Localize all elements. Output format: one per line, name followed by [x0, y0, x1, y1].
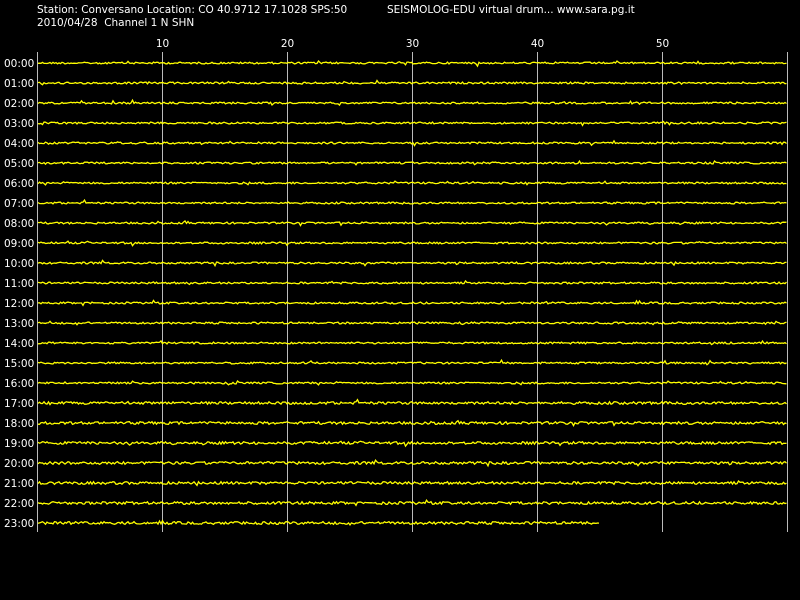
- row-label: 21:00: [4, 478, 34, 490]
- app-title: SEISMOLOG-EDU virtual drum... www.sara.p…: [387, 4, 635, 16]
- trace-11:00: [37, 279, 787, 286]
- row-label: 23:00: [4, 518, 34, 530]
- row-label: 00:00: [4, 58, 34, 70]
- row-label: 18:00: [4, 418, 34, 430]
- row-label: 09:00: [4, 238, 34, 250]
- row-label: 19:00: [4, 438, 34, 450]
- trace-00:00: [37, 59, 787, 68]
- trace-12:00: [37, 299, 787, 307]
- traces: [37, 59, 787, 526]
- x-tick-label: 10: [156, 38, 169, 50]
- x-tick-label: 20: [281, 38, 294, 50]
- trace-05:00: [37, 159, 787, 166]
- trace-17:00: [37, 398, 787, 406]
- trace-01:00: [37, 79, 787, 86]
- x-tick-label: 50: [656, 38, 669, 50]
- row-label: 11:00: [4, 278, 34, 290]
- row-label: 08:00: [4, 218, 34, 230]
- trace-15:00: [37, 358, 787, 366]
- row-label: 02:00: [4, 98, 34, 110]
- trace-19:00: [37, 440, 787, 448]
- row-label: 22:00: [4, 498, 34, 510]
- trace-02:00: [37, 98, 787, 107]
- trace-06:00: [37, 180, 787, 186]
- grid-layer: [37, 52, 788, 532]
- row-labels: 00:00 01:00 02:00 03:00 04:00 05:00 06:00 07:00…: [4, 58, 34, 530]
- row-label: 01:00: [4, 78, 34, 90]
- x-tick-labels: 10 20 30 40 50: [156, 38, 669, 50]
- trace-21:00: [37, 479, 787, 487]
- trace-18:00: [37, 419, 787, 427]
- trace-22:00: [37, 498, 787, 507]
- row-label: 14:00: [4, 338, 34, 350]
- row-label: 15:00: [4, 358, 34, 370]
- x-tick-label: 30: [406, 38, 419, 50]
- row-label: 07:00: [4, 198, 34, 210]
- row-label: 05:00: [4, 158, 34, 170]
- trace-16:00: [37, 379, 787, 386]
- trace-04:00: [37, 139, 787, 147]
- station-info: Station: Conversano Location: CO 40.9712…: [37, 4, 348, 16]
- trace-03:00: [37, 120, 787, 127]
- trace-23:00: [37, 519, 600, 526]
- row-label: 13:00: [4, 318, 34, 330]
- trace-09:00: [37, 240, 787, 247]
- x-tick-label: 40: [531, 38, 544, 50]
- trace-13:00: [37, 320, 787, 326]
- row-label: 17:00: [4, 398, 34, 410]
- row-label: 16:00: [4, 378, 34, 390]
- row-label: 06:00: [4, 178, 34, 190]
- trace-08:00: [37, 220, 787, 227]
- row-label: 10:00: [4, 258, 34, 270]
- trace-20:00: [37, 458, 787, 468]
- row-label: 20:00: [4, 458, 34, 470]
- trace-14:00: [37, 339, 787, 346]
- trace-07:00: [37, 198, 787, 205]
- row-label: 03:00: [4, 118, 34, 130]
- date-channel-info: 2010/04/28 Channel 1 N SHN: [37, 17, 195, 29]
- row-label: 12:00: [4, 298, 34, 310]
- trace-10:00: [37, 259, 787, 268]
- row-label: 04:00: [4, 138, 34, 150]
